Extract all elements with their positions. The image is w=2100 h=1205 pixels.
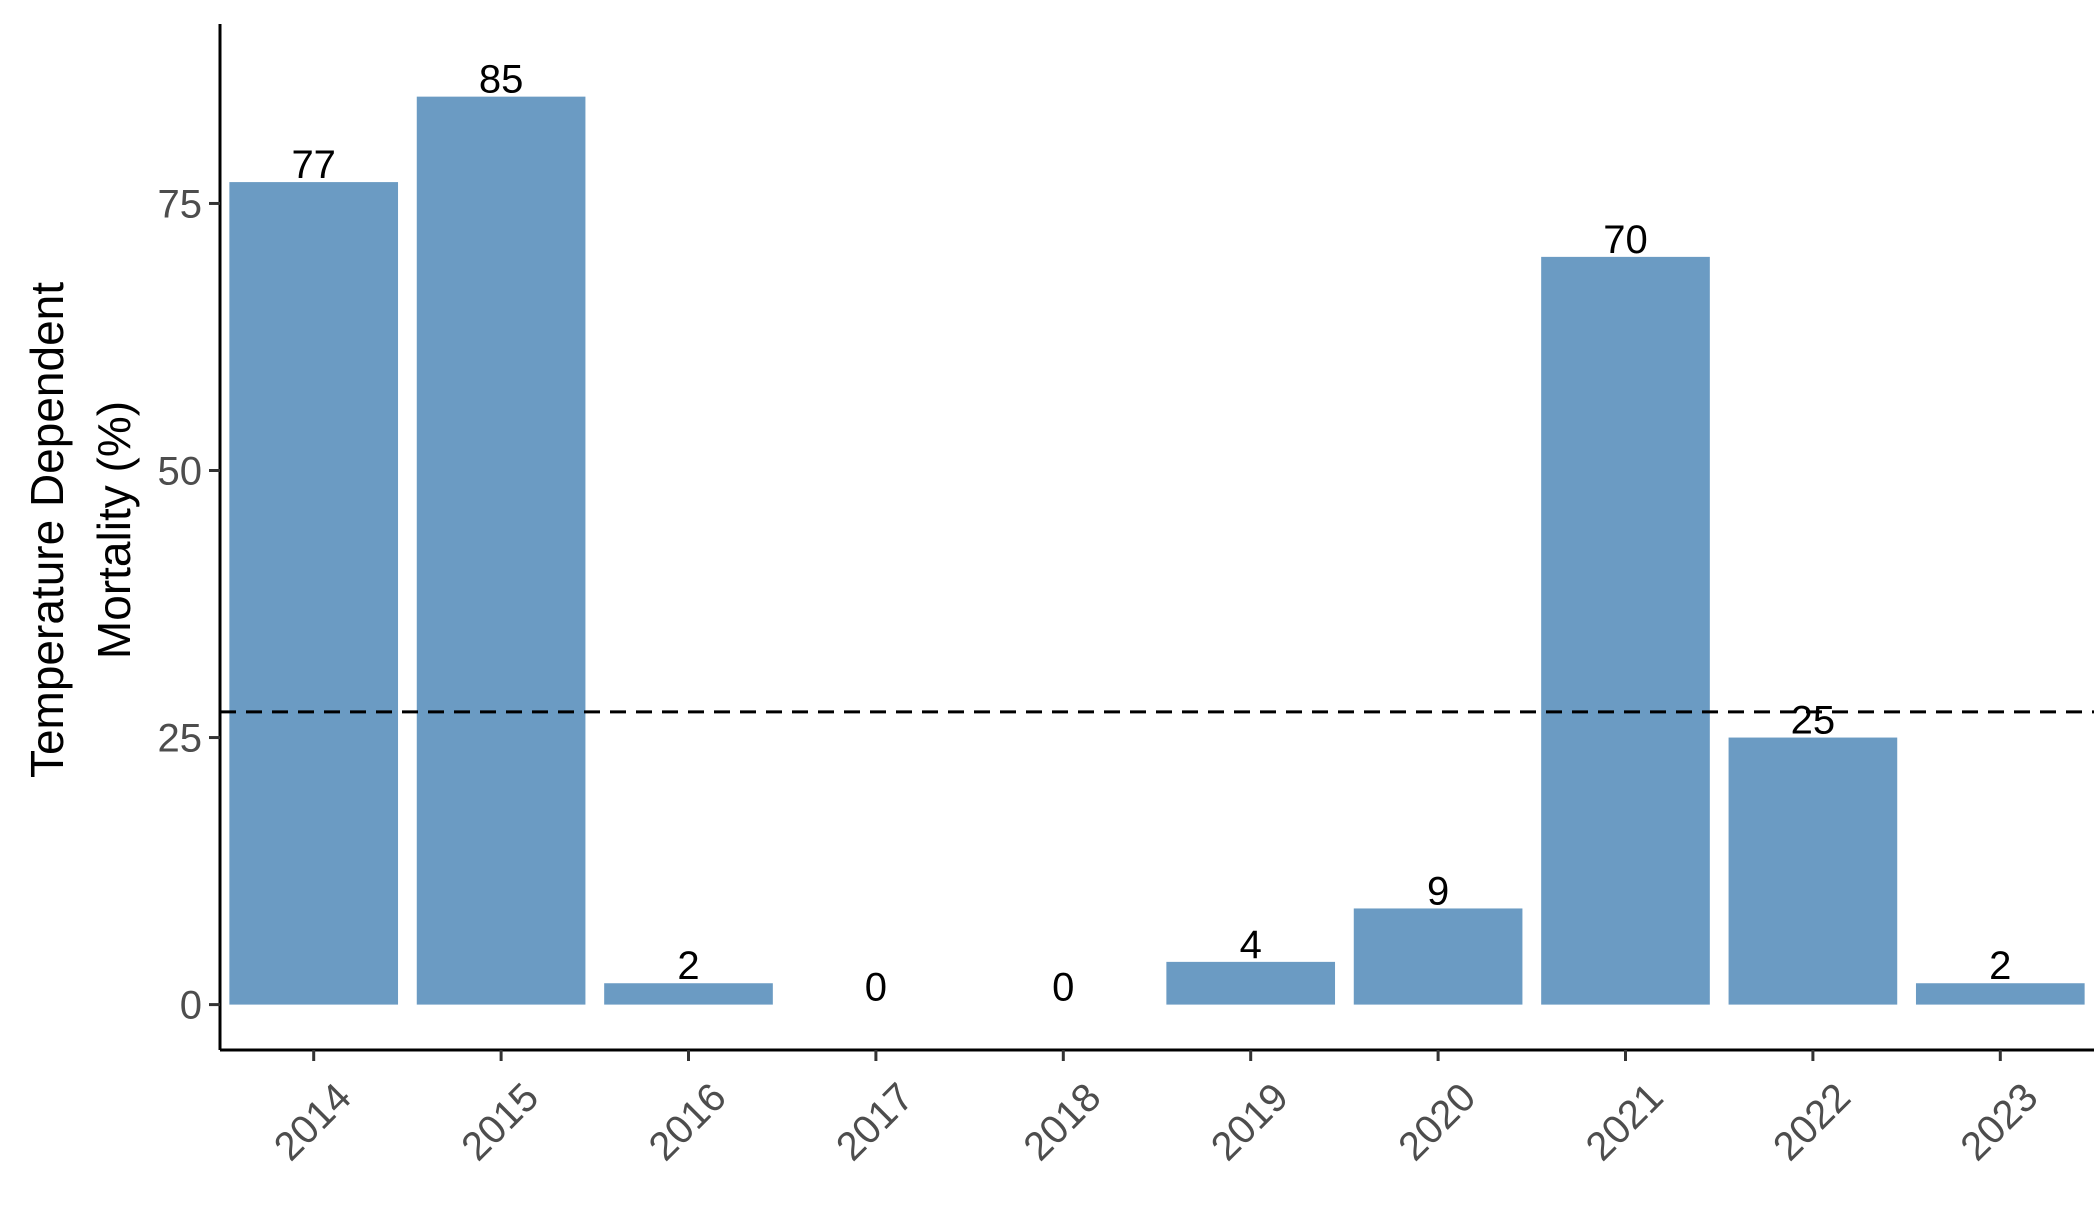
bar-2020: [1353, 908, 1523, 1005]
x-tick-label-2021: 2021: [1578, 1075, 1672, 1169]
data-labels-layer: 77 85 2 0 0 4 9 70 25 2: [291, 58, 2011, 1010]
bar-2021: [1541, 256, 1710, 1005]
data-label-2020: 9: [1427, 869, 1449, 913]
y-tick-label-25: 25: [158, 717, 203, 761]
x-tick-label-2015: 2015: [453, 1075, 547, 1169]
x-tick-label-2017: 2017: [828, 1075, 922, 1169]
data-label-2019: 4: [1240, 923, 1262, 967]
x-tick-label-2018: 2018: [1015, 1075, 1109, 1169]
x-tick-label-2023: 2023: [1952, 1075, 2046, 1169]
data-label-2015: 85: [479, 58, 524, 102]
data-label-2022: 25: [1791, 699, 1836, 743]
data-label-2017: 0: [865, 966, 887, 1010]
x-tick-label-2020: 2020: [1390, 1075, 1484, 1169]
bars-layer: [229, 96, 2085, 1005]
bar-2022: [1728, 737, 1898, 1005]
y-tick-label-75: 75: [158, 182, 203, 226]
x-tick-label-2016: 2016: [641, 1075, 735, 1169]
y-axis-title: Temperature Dependent Mortality (%): [21, 282, 140, 778]
y-tick-label-50: 50: [158, 450, 203, 494]
bar-2014: [229, 182, 399, 1005]
y-axis-title-line-1: Temperature Dependent: [21, 282, 73, 778]
x-tick-label-2019: 2019: [1203, 1075, 1297, 1169]
bar-2019: [1166, 961, 1336, 1005]
bar-2016: [604, 983, 773, 1005]
data-label-2014: 77: [291, 143, 336, 187]
bar-2015: [416, 96, 586, 1005]
bar-2023: [1915, 983, 2085, 1005]
y-axis-title-line-2: Mortality (%): [88, 401, 140, 659]
data-label-2018: 0: [1052, 966, 1074, 1010]
data-label-2021: 70: [1603, 218, 1648, 262]
y-tick-label-0: 0: [180, 984, 202, 1028]
data-label-2023: 2: [1989, 944, 2011, 988]
x-tick-label-2014: 2014: [266, 1075, 360, 1169]
data-label-2016: 2: [677, 944, 699, 988]
x-tick-label-2022: 2022: [1765, 1075, 1859, 1169]
